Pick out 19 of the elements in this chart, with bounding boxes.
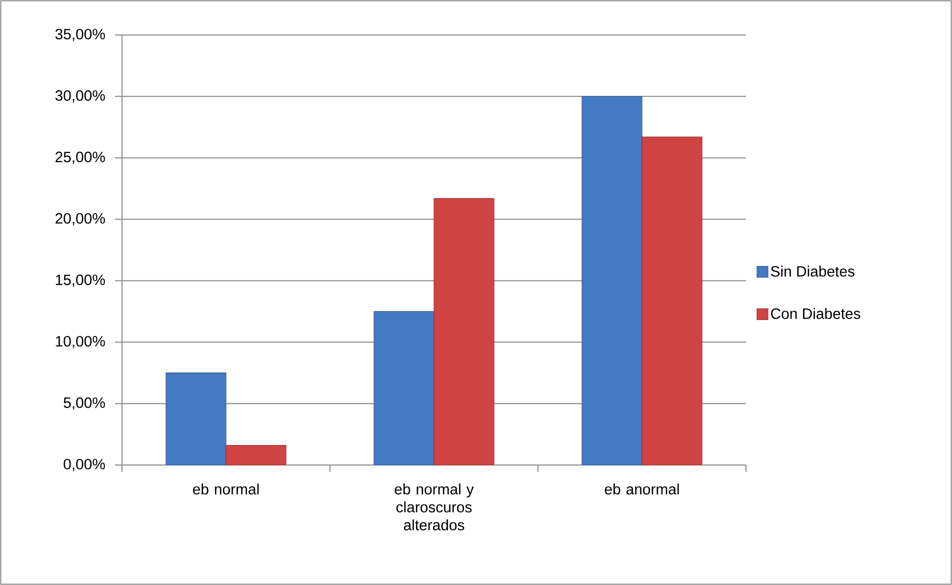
- bar: [226, 445, 286, 466]
- y-tick-label: 5,00%: [64, 397, 105, 410]
- y-tick-label: 0,00%: [64, 458, 105, 472]
- bar: [582, 96, 642, 466]
- y-tick-label: 15,00%: [56, 274, 105, 287]
- y-tick-label: 20,00%: [56, 213, 105, 226]
- y-tick-label: 30,00%: [55, 90, 105, 103]
- y-tick-label: 10,00%: [56, 336, 105, 348]
- bar: [374, 311, 434, 466]
- x-tick-label: eb normal y claroscuros alterados: [394, 484, 474, 530]
- y-tick-label: 35,00%: [55, 28, 105, 42]
- y-tick-label: 25,00%: [56, 152, 105, 164]
- x-tick-label: eb normal: [193, 484, 259, 494]
- legend-label: Con Diabetes: [771, 308, 860, 319]
- legend-label: Sin Diabetes: [770, 266, 854, 277]
- x-tick-label: eb anormal: [604, 484, 679, 494]
- bar: [166, 372, 226, 466]
- bar: [434, 198, 494, 466]
- bar: [642, 136, 702, 466]
